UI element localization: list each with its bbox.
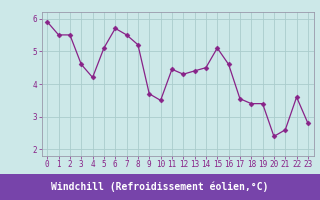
Text: Windchill (Refroidissement éolien,°C): Windchill (Refroidissement éolien,°C): [51, 182, 269, 192]
